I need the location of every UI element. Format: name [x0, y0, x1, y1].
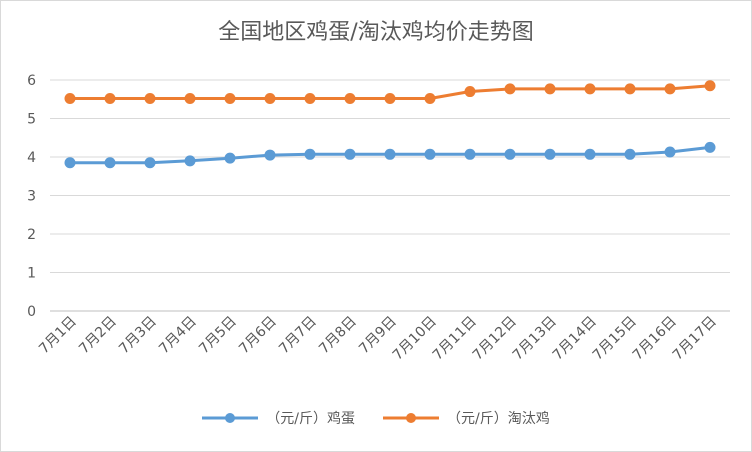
data-point: [104, 92, 116, 104]
legend-label-eggs: （元/斤）鸡蛋: [266, 411, 355, 427]
x-tick-label: 7月7日: [276, 314, 320, 358]
data-point: [424, 148, 436, 160]
x-tick-label: 7月8日: [316, 314, 360, 358]
chart-title: 全国地区鸡蛋/淘汰鸡均价走势图: [218, 20, 534, 45]
x-tick-label: 7月1日: [36, 314, 80, 358]
data-point: [224, 152, 236, 164]
data-point: [264, 149, 276, 161]
data-point: [544, 148, 556, 160]
data-point: [704, 80, 716, 92]
x-tick-label: 7月5日: [196, 314, 240, 358]
y-tick-label: 4: [27, 150, 36, 166]
legend-item-eggs: （元/斤）鸡蛋: [202, 408, 355, 428]
data-point: [184, 155, 196, 167]
series-group: [64, 80, 716, 169]
data-point: [264, 92, 276, 104]
data-point: [504, 148, 516, 160]
data-point: [384, 148, 396, 160]
data-point: [624, 83, 636, 95]
data-point: [424, 92, 436, 104]
grid-lines: [50, 79, 730, 312]
data-point: [344, 148, 356, 160]
data-point: [304, 148, 316, 160]
data-point: [104, 157, 116, 169]
data-point: [584, 148, 596, 160]
legend-swatch-culled-hens: [383, 413, 439, 423]
y-tick-label: 0: [27, 304, 36, 320]
data-point: [304, 92, 316, 104]
legend-item-culled-hens: （元/斤）淘汰鸡: [383, 408, 550, 428]
y-tick-label: 1: [27, 266, 36, 282]
data-point: [224, 92, 236, 104]
x-axis-ticks: 7月1日7月2日7月3日7月4日7月5日7月6日7月7日7月8日7月9日7月10…: [36, 314, 720, 364]
x-tick-label: 7月2日: [76, 314, 120, 358]
data-point: [544, 83, 556, 95]
x-tick-label: 7月6日: [236, 314, 280, 358]
data-point: [64, 157, 76, 169]
x-tick-label: 7月17日: [670, 314, 720, 364]
data-point: [144, 157, 156, 169]
data-point: [624, 148, 636, 160]
data-point: [464, 86, 476, 98]
y-axis-ticks: 0 1 2 3 4 5 6: [27, 73, 36, 320]
legend-label-culled-hens: （元/斤）淘汰鸡: [447, 411, 550, 427]
data-point: [704, 141, 716, 153]
data-point: [664, 83, 676, 95]
x-tick-label: 7月4日: [156, 314, 200, 358]
data-point: [584, 83, 596, 95]
data-point: [184, 92, 196, 104]
data-point: [664, 146, 676, 158]
legend-swatch-eggs: [202, 413, 259, 423]
y-tick-label: 6: [27, 73, 36, 89]
data-point: [144, 92, 156, 104]
legend: （元/斤）鸡蛋 （元/斤）淘汰鸡: [0, 408, 752, 428]
data-point: [64, 92, 76, 104]
data-point: [344, 92, 356, 104]
x-tick-label: 7月3日: [116, 314, 160, 358]
data-point: [384, 92, 396, 104]
y-tick-label: 3: [27, 189, 36, 205]
data-point: [504, 83, 516, 95]
y-tick-label: 2: [27, 227, 36, 243]
y-tick-label: 5: [27, 112, 36, 128]
data-point: [464, 148, 476, 160]
